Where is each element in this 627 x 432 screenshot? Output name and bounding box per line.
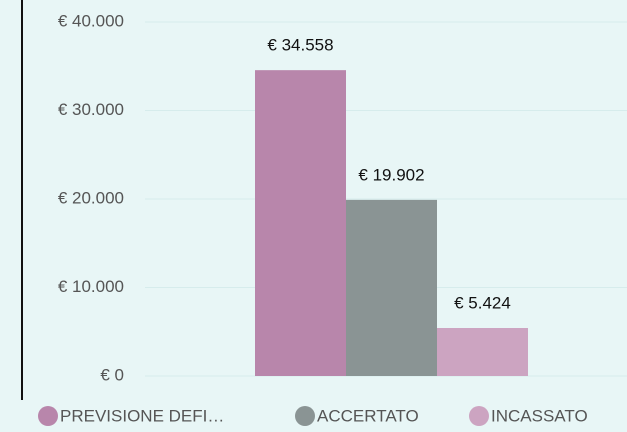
legend-marker [38,406,58,426]
data-label: € 34.558 [267,36,333,55]
y-tick-label: € 40.000 [58,11,124,30]
left-border [21,0,23,400]
legend-marker [469,406,489,426]
y-tick-label: € 0 [100,365,124,384]
bar [346,199,437,376]
y-tick-label: € 20.000 [58,188,124,207]
legend-marker [295,406,315,426]
data-label: € 19.902 [358,165,424,184]
data-label: € 5.424 [454,293,511,312]
legend-label: ACCERTATO [317,406,419,425]
legend-label: PREVISIONE DEFI… [60,406,224,425]
y-tick-label: € 30.000 [58,100,124,119]
legend-label: INCASSATO [491,406,588,425]
y-tick-label: € 10.000 [58,277,124,296]
bar [255,70,346,377]
bar [437,327,528,376]
